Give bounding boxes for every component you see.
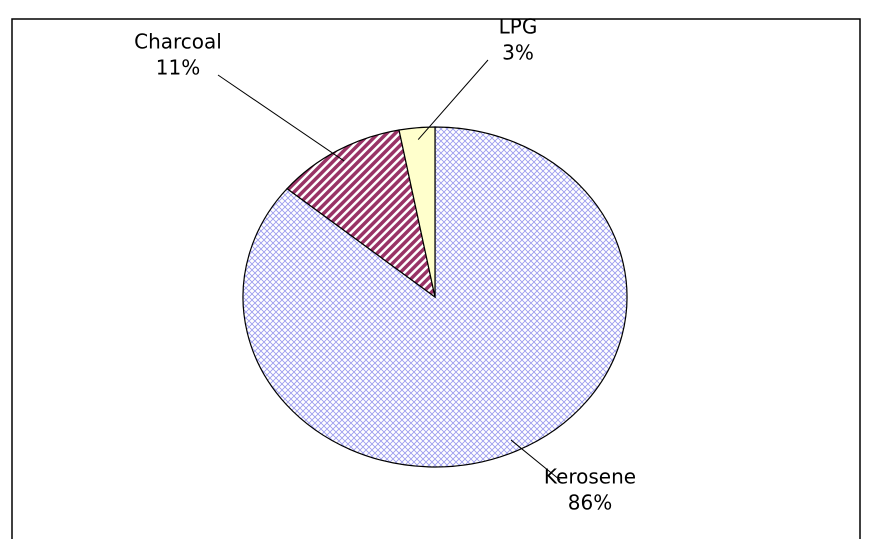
leader-line: [417, 59, 489, 140]
slice-label: Charcoal: [134, 30, 222, 54]
pie-slice: [286, 129, 436, 299]
slice-value-label: 3%: [502, 41, 534, 65]
leader-line: [217, 74, 345, 162]
pie-slice: [398, 126, 436, 298]
slice-label: LPG: [499, 15, 538, 39]
slice-value-label: 11%: [156, 56, 200, 80]
leader-line: [510, 439, 561, 481]
slice-value-label: 86%: [568, 491, 612, 515]
pie: [242, 126, 628, 468]
slice-label: Kerosene: [544, 465, 636, 489]
